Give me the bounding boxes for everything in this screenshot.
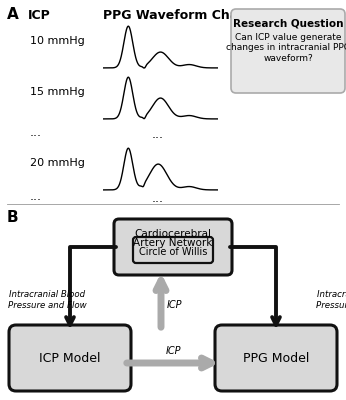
Text: 10 mmHg: 10 mmHg (30, 36, 85, 46)
Text: ICP: ICP (28, 9, 51, 22)
Text: ...: ... (152, 128, 164, 142)
Text: Research Question: Research Question (233, 19, 343, 29)
Text: ICP: ICP (167, 300, 182, 310)
FancyBboxPatch shape (133, 237, 213, 263)
Text: PPG Model: PPG Model (243, 352, 309, 364)
Text: Intracranial Blood
Pressure and Flow: Intracranial Blood Pressure and Flow (316, 290, 346, 310)
Text: ICP Model: ICP Model (39, 352, 101, 364)
Text: ICP: ICP (165, 346, 181, 356)
FancyBboxPatch shape (9, 325, 131, 391)
Text: 20 mmHg: 20 mmHg (30, 158, 85, 168)
Text: Cardiocerebral: Cardiocerebral (135, 229, 211, 239)
FancyBboxPatch shape (114, 219, 232, 275)
Text: ...: ... (30, 126, 42, 140)
Text: Artery Network: Artery Network (133, 238, 213, 248)
Text: Circle of Willis: Circle of Willis (139, 247, 207, 257)
FancyBboxPatch shape (215, 325, 337, 391)
Text: A: A (7, 7, 19, 22)
Text: ...: ... (152, 192, 164, 204)
Text: Can ICP value generate
changes in intracranial PPG
waveform?: Can ICP value generate changes in intrac… (226, 33, 346, 63)
Text: 15 mmHg: 15 mmHg (30, 87, 85, 97)
Text: PPG Waveform Changes: PPG Waveform Changes (103, 9, 272, 22)
Text: B: B (7, 210, 19, 225)
Text: ...: ... (30, 190, 42, 204)
Text: Intracranial Blood
Pressure and Flow: Intracranial Blood Pressure and Flow (8, 290, 86, 310)
FancyBboxPatch shape (231, 9, 345, 93)
